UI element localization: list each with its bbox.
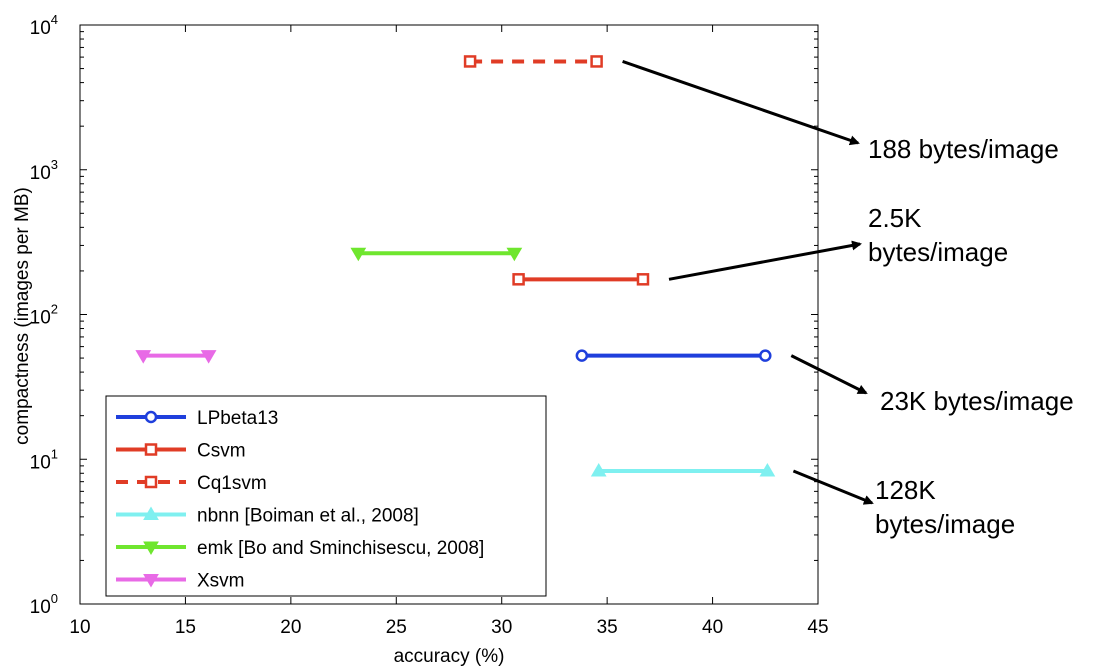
legend-swatch-marker	[144, 410, 158, 424]
x-tick-label: 15	[175, 617, 196, 638]
legend-label: LPbeta13	[197, 408, 278, 429]
series-lpbeta13	[575, 349, 772, 362]
annotation-label: 2.5K bytes/image	[868, 203, 1008, 267]
x-tick-label: 45	[807, 617, 828, 638]
annotation-arrow	[790, 354, 868, 395]
y-tick-label: 100	[30, 591, 58, 618]
annotation-arrow	[792, 469, 874, 505]
legend-box	[105, 395, 547, 597]
annotation-label: 128K bytes/image	[875, 475, 1015, 539]
legend-item: Cq1svm	[116, 473, 267, 494]
legend-item: Csvm	[116, 441, 246, 462]
data-point	[590, 55, 603, 68]
x-axis-label: accuracy (%)	[394, 646, 505, 667]
x-tick-label: 10	[69, 617, 90, 638]
legend-item: Xsvm	[116, 571, 245, 592]
data-point	[135, 350, 152, 364]
y-axis-label: compactness (images per MB)	[12, 187, 33, 445]
annotation-arrow	[668, 240, 862, 281]
y-tick-label: 101	[30, 446, 58, 473]
data-point	[506, 247, 523, 262]
series-xsvm	[135, 350, 217, 364]
data-point	[575, 349, 589, 362]
legend-label: Xsvm	[197, 571, 245, 592]
legend-item: nbnn [Boiman et al., 2008]	[116, 506, 419, 527]
series-nbnn	[590, 462, 776, 477]
axis-ticks: 10 15 20 25 30 35 40 45 100 101 102 103 104	[30, 12, 829, 638]
annotation-arrow	[622, 60, 860, 146]
x-tick-label: 30	[491, 617, 512, 638]
x-tick-label: 35	[597, 617, 618, 638]
data-point	[463, 55, 477, 68]
data-point	[759, 462, 776, 477]
data-point	[350, 247, 367, 262]
annotation-label: 23K bytes/image	[880, 386, 1074, 416]
series-emk	[350, 247, 523, 262]
legend-swatch-marker	[143, 574, 159, 588]
x-tick-label: 20	[280, 617, 301, 638]
legend-swatch-marker	[143, 541, 159, 555]
y-tick-label: 104	[30, 12, 58, 39]
legend-label: emk [Bo and Sminchisescu, 2008]	[197, 538, 484, 559]
legend-item: LPbeta13	[116, 408, 278, 429]
data-point	[512, 273, 525, 286]
y-tick-label: 103	[30, 157, 58, 184]
series-cq1svm	[463, 55, 603, 68]
legend: LPbeta13 Csvm Cq1svm nbnn [Boiman et al., 2…	[105, 395, 547, 597]
series-layer	[135, 55, 776, 477]
data-point	[636, 273, 650, 286]
legend-label: Csvm	[197, 441, 246, 462]
legend-swatch-marker	[144, 443, 158, 456]
data-point	[590, 462, 607, 477]
data-point	[200, 350, 217, 364]
x-tick-label: 40	[702, 617, 723, 638]
y-tick-label: 102	[30, 302, 58, 329]
legend-item: emk [Bo and Sminchisescu, 2008]	[116, 538, 484, 559]
data-point	[759, 349, 772, 362]
legend-label: nbnn [Boiman et al., 2008]	[197, 506, 419, 527]
legend-swatch-marker	[143, 506, 159, 520]
series-csvm	[512, 273, 650, 286]
annotations: 188 bytes/image 2.5K bytes/image 23K bytes/…	[622, 60, 1074, 539]
legend-swatch-marker	[144, 475, 158, 489]
legend-label: Cq1svm	[197, 473, 267, 494]
annotation-label: 188 bytes/image	[868, 134, 1059, 164]
x-tick-label: 25	[386, 617, 407, 638]
